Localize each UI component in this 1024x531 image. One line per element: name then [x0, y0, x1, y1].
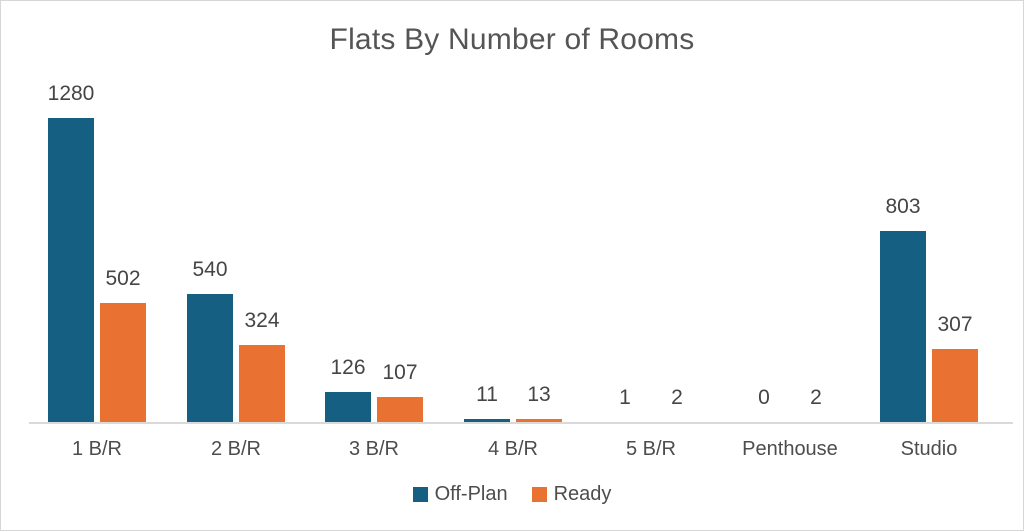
- legend-item-off-plan: Off-Plan: [412, 483, 508, 506]
- bar-ready-studio: [932, 349, 978, 422]
- legend-label-off-plan: Off-Plan: [434, 483, 508, 505]
- value-label-off-plan-studio: 803: [885, 195, 921, 218]
- value-label-ready-2-b-r: 324: [244, 309, 280, 332]
- legend-item-ready: Ready: [531, 483, 612, 506]
- value-label-off-plan-5-b-r: 1: [619, 386, 631, 409]
- value-label-off-plan-penthouse: 0: [758, 386, 770, 409]
- bar-off-plan-2-b-r: [187, 294, 233, 422]
- chart-title: Flats By Number of Rooms: [329, 23, 695, 56]
- category-label-2-b-r: 2 B/R: [210, 438, 262, 460]
- category-label-3-b-r: 3 B/R: [348, 438, 400, 460]
- value-label-ready-penthouse: 2: [810, 386, 822, 409]
- legend-label-ready: Ready: [553, 483, 612, 505]
- value-label-ready-studio: 307: [937, 313, 973, 336]
- value-label-off-plan-1-b-r: 1280: [47, 82, 95, 105]
- off-plan-swatch-icon: [412, 487, 428, 502]
- category-label-penthouse: Penthouse: [742, 438, 838, 460]
- category-label-4-b-r: 4 B/R: [487, 438, 539, 460]
- value-label-ready-5-b-r: 2: [671, 386, 683, 409]
- bar-off-plan-studio: [880, 231, 926, 422]
- category-label-1-b-r: 1 B/R: [71, 438, 123, 460]
- bar-off-plan-4-b-r: [464, 419, 510, 422]
- value-label-ready-4-b-r: 13: [527, 383, 551, 406]
- bar-ready-1-b-r: [100, 303, 146, 422]
- bar-off-plan-3-b-r: [325, 392, 371, 422]
- bar-ready-3-b-r: [377, 397, 423, 422]
- category-label-studio: Studio: [900, 438, 958, 460]
- x-axis-line: [29, 422, 1013, 424]
- value-label-ready-1-b-r: 502: [105, 267, 141, 290]
- value-label-ready-3-b-r: 107: [382, 361, 418, 384]
- ready-swatch-icon: [531, 487, 547, 502]
- chart-legend: Off-Plan Ready: [1, 483, 1023, 506]
- value-label-off-plan-2-b-r: 540: [192, 258, 228, 281]
- bar-off-plan-1-b-r: [48, 118, 94, 422]
- value-label-off-plan-3-b-r: 126: [330, 356, 366, 379]
- category-label-5-b-r: 5 B/R: [625, 438, 677, 460]
- bar-ready-2-b-r: [239, 345, 285, 422]
- bar-ready-4-b-r: [516, 419, 562, 422]
- value-label-off-plan-4-b-r: 11: [476, 383, 498, 406]
